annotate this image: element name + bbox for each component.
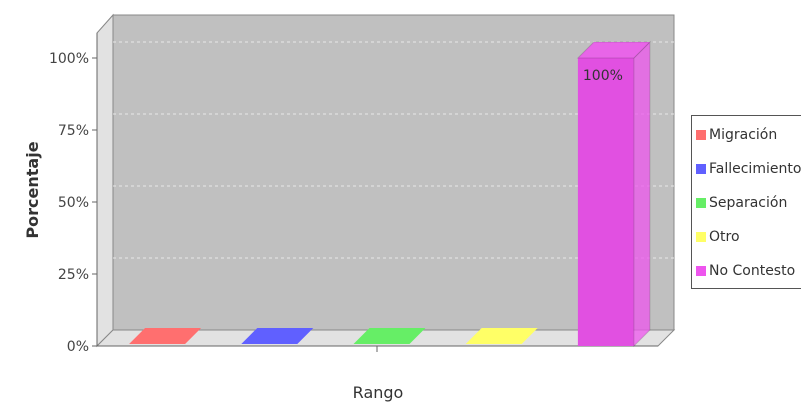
- legend-item: No Contesto: [696, 261, 795, 281]
- bar-flat: [465, 328, 538, 344]
- legend-label: Separación: [709, 195, 788, 211]
- legend-swatch: [696, 164, 706, 174]
- legend-swatch: [696, 232, 706, 242]
- legend-label: Fallecimiento: [709, 161, 801, 177]
- legend-label: No Contesto: [709, 263, 796, 279]
- y-tick-label: 50%: [58, 195, 89, 211]
- bar: [353, 328, 426, 344]
- y-tick-label: 75%: [58, 123, 89, 139]
- x-axis-title: Rango: [353, 383, 404, 402]
- legend-item: Otro: [696, 227, 740, 247]
- legend: Migración Fallecimiento Separación Otro No C…: [691, 115, 801, 289]
- y-tick-label: 25%: [58, 267, 89, 283]
- bar: [129, 328, 202, 344]
- legend-label: Otro: [709, 229, 740, 245]
- legend-swatch: [696, 130, 706, 140]
- data-label: 100%: [583, 68, 623, 84]
- bar: [241, 328, 314, 344]
- legend-swatch: [696, 266, 706, 276]
- bar-flat: [353, 328, 426, 344]
- bar-flat: [129, 328, 202, 344]
- bar-top: [576, 41, 652, 59]
- y-tick-label: 100%: [49, 51, 89, 67]
- bar-side: [633, 40, 651, 348]
- bar: 100%: [576, 40, 652, 348]
- bar-flat: [241, 328, 314, 344]
- bar-front: [577, 58, 634, 346]
- legend-item: Migración: [696, 125, 777, 145]
- legend-item: Separación: [696, 193, 787, 213]
- y-axis-title: Porcentaje: [23, 141, 42, 238]
- legend-label: Migración: [709, 127, 778, 143]
- y-tick-label: 0%: [67, 339, 89, 355]
- legend-swatch: [696, 198, 706, 208]
- legend-item: Fallecimiento: [696, 159, 801, 179]
- plot-left-wall: [96, 13, 114, 348]
- bar: [465, 328, 538, 344]
